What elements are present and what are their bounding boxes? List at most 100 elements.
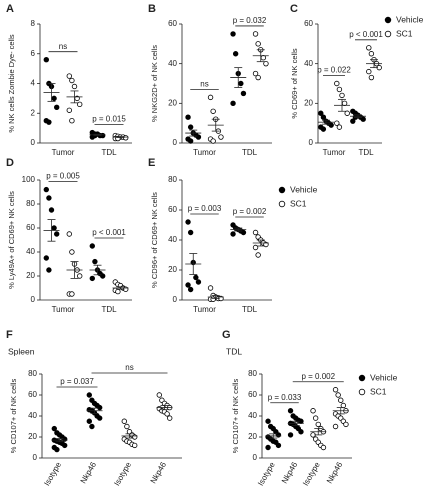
data-point [89, 275, 95, 282]
x-tick-label: TDL [358, 148, 374, 157]
data-point [320, 126, 327, 132]
y-tick-label: 20 [28, 432, 37, 441]
y-tick-label: 20 [26, 271, 35, 280]
data-point [96, 404, 103, 411]
data-point [54, 231, 60, 237]
x-tick-label: Isotype [112, 460, 133, 487]
data-point [336, 124, 343, 130]
data-point [310, 408, 316, 414]
x-tick-label: Tumor [193, 305, 216, 314]
data-point [360, 116, 366, 122]
y-tick-label: 60 [304, 19, 313, 28]
panel: C % CD69+ of NK cells 0 20 40 60 Tumor TDL p = 0… [290, 3, 424, 157]
annotation: p < 0.001 [92, 228, 126, 237]
x-tick-label: Isotype [256, 460, 277, 487]
data-point [185, 114, 191, 120]
data-point [51, 95, 57, 102]
data-point [131, 434, 138, 440]
data-point [287, 432, 294, 438]
data-point [76, 273, 83, 279]
panel: D % Ly49A+ of CD69+ NK cells 0 20 40 60 80 100 T… [6, 157, 132, 314]
data-point [69, 249, 75, 255]
data-point [187, 138, 194, 144]
data-point [255, 41, 261, 47]
data-point [366, 68, 372, 75]
y-tick-label: 40 [168, 235, 177, 244]
data-point [287, 408, 294, 414]
panel: G TDL % CD107+ of NK cells 0 20 40 60 80 Isotype… [222, 329, 398, 487]
annotation: p = 0.033 [268, 393, 302, 402]
panel-letter: C [290, 3, 298, 15]
y-tick-label: 20 [168, 98, 177, 107]
x-tick-label: TDL [101, 305, 117, 314]
data-point [218, 134, 224, 140]
data-point [315, 421, 321, 428]
data-point [232, 51, 239, 57]
data-point [187, 286, 194, 293]
y-tick-label: 20 [168, 265, 177, 274]
x-tick-label: TDL [242, 148, 258, 157]
data-point [46, 267, 52, 273]
data-point [318, 110, 324, 116]
data-point [230, 231, 236, 237]
x-tick-label: Nkp46 [79, 460, 99, 485]
data-point [43, 186, 49, 193]
legend-marker [278, 200, 286, 208]
y-axis-label: % Ly49A+ of CD69+ NK cells [7, 191, 16, 289]
data-point [210, 296, 216, 302]
annotation: ns [125, 363, 133, 372]
y-tick-label: 40 [304, 59, 313, 68]
y-tick-label: 60 [168, 205, 177, 214]
data-point [230, 31, 236, 37]
data-point [69, 117, 75, 124]
y-axis-label: % NK cells Zombie Dye- cells [7, 34, 16, 133]
data-point [66, 231, 72, 237]
y-tick-label: 0 [31, 295, 36, 304]
annotation: p = 0.015 [92, 115, 126, 124]
panel-letter: F [6, 329, 13, 341]
x-tick-label: Tumor [52, 305, 75, 314]
data-point [54, 446, 60, 453]
x-tick-label: Nkp46 [280, 460, 300, 485]
y-tick-label: 0 [31, 138, 36, 147]
y-tick-label: 60 [28, 390, 37, 399]
data-point [54, 104, 60, 110]
y-tick-label: 60 [248, 390, 257, 399]
data-point [156, 392, 162, 398]
annotation: p < 0.001 [349, 30, 383, 39]
data-point [366, 45, 372, 51]
data-point [343, 421, 349, 428]
data-point [164, 411, 170, 417]
y-tick-label: 2 [31, 108, 36, 117]
data-point [61, 442, 68, 449]
y-tick-label: 0 [173, 295, 178, 304]
data-point [99, 273, 106, 279]
data-point [312, 415, 319, 421]
y-axis-label: % CD107+ of NK cells [9, 379, 18, 454]
data-point [320, 114, 327, 120]
panel: B % NKG2D+ of NK cells 0 20 40 60 Tumor TDL ns p … [148, 3, 272, 157]
data-point [46, 195, 52, 201]
y-tick-label: 0 [253, 453, 258, 462]
data-point [275, 432, 282, 438]
data-point [185, 282, 191, 288]
data-point [238, 80, 244, 87]
annotation: ns [59, 42, 67, 51]
data-point [340, 402, 347, 409]
data-point [252, 70, 259, 77]
data-point [230, 100, 236, 107]
legend-label: Vehicle [290, 184, 318, 194]
data-point [193, 274, 199, 281]
x-tick-label: Tumor [323, 148, 346, 157]
data-point [69, 77, 75, 84]
x-tick-label: TDL [242, 305, 258, 314]
data-point [368, 51, 375, 57]
data-point [339, 92, 345, 99]
legend-marker [384, 30, 392, 38]
y-tick-label: 40 [248, 411, 257, 420]
panel-letter: E [148, 157, 155, 169]
legend-label: Vehicle [396, 14, 424, 24]
data-point [298, 429, 304, 435]
panel-letter: A [6, 3, 14, 15]
data-point [185, 219, 191, 225]
